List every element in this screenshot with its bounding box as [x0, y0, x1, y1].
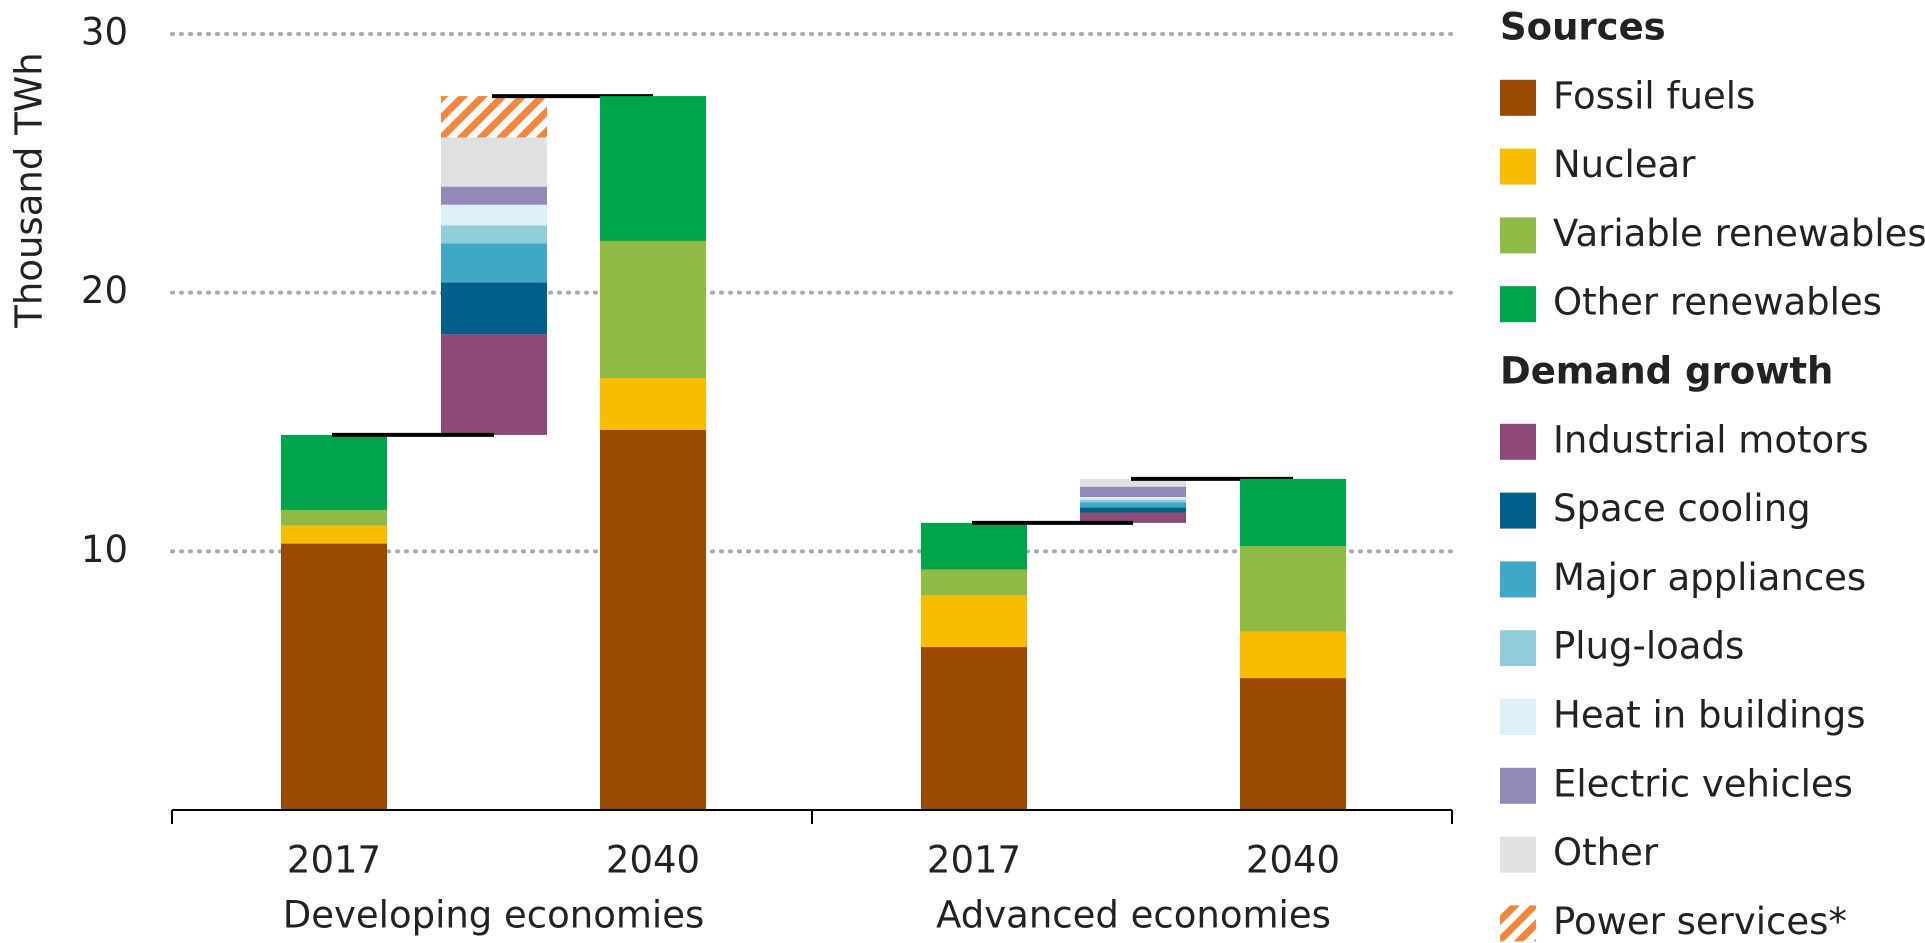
bar-segment [1240, 678, 1346, 810]
bar-segment [1080, 512, 1186, 523]
legend-label: Variable renewables [1553, 212, 1925, 255]
bar-segment [441, 186, 547, 205]
bar-segment [441, 282, 547, 335]
legend-swatch [1500, 561, 1536, 598]
legend-title: Demand growth [1500, 350, 1833, 393]
x-tick-label: 2017 [287, 839, 381, 882]
bar-segment [441, 204, 547, 226]
bar-segment [441, 334, 547, 435]
bar-segment [921, 569, 1027, 596]
bar-segment [281, 543, 387, 810]
legend-swatch [1500, 148, 1536, 185]
legend-swatch [1500, 79, 1536, 116]
bar-segment [1240, 546, 1346, 632]
bar-segment [1240, 631, 1346, 679]
legend-label: Industrial motors [1553, 418, 1869, 461]
legend-swatch [1500, 217, 1536, 254]
bar-segment [600, 429, 706, 810]
legend-swatch [1500, 836, 1536, 873]
legend-label: Other renewables [1553, 281, 1882, 324]
bar-segment [600, 378, 706, 430]
y-axis-label: Thousand TWh [8, 52, 51, 328]
legend-label: Nuclear [1553, 143, 1696, 186]
legend-swatch [1500, 630, 1536, 667]
bar-segment [921, 595, 1027, 648]
legend-swatch [1500, 905, 1536, 942]
bar-segment [1080, 507, 1186, 513]
legend-swatch [1500, 286, 1536, 323]
bar-segment [921, 647, 1027, 810]
bar-segment [441, 96, 547, 138]
legend-swatch [1500, 767, 1536, 804]
legend-swatch [1500, 492, 1536, 529]
bar-segment [1080, 499, 1186, 503]
legend-label: Plug-loads [1553, 625, 1744, 668]
y-tick-label: 10 [81, 528, 128, 571]
legend-swatch [1500, 699, 1536, 735]
bar-segment [281, 509, 387, 526]
legend-label: Power services* [1553, 900, 1847, 943]
y-tick-label: 30 [81, 11, 128, 54]
legend-title: Sources [1500, 6, 1666, 49]
bar-segment [1080, 478, 1186, 487]
bar-segment [1240, 478, 1346, 547]
bar-segment [441, 225, 547, 244]
x-tick-label: 2040 [606, 839, 700, 882]
legend-label: Space cooling [1553, 487, 1811, 530]
bar-segment [1080, 497, 1186, 500]
bar-segment [441, 243, 547, 283]
legend-label: Other [1553, 831, 1659, 874]
group-label: Developing economies [283, 894, 705, 937]
bar-segment [600, 240, 706, 379]
legend-label: Major appliances [1553, 556, 1866, 599]
bar-segment [281, 434, 387, 510]
bar-segment [441, 137, 547, 187]
bar-segment [1080, 502, 1186, 508]
bar-segment [1080, 486, 1186, 498]
bar-segment [921, 522, 1027, 570]
legend-label: Electric vehicles [1553, 762, 1853, 805]
bar-segment [281, 525, 387, 544]
group-label: Advanced economies [936, 894, 1331, 937]
legend-swatch [1500, 423, 1536, 460]
legend-label: Fossil fuels [1553, 74, 1755, 117]
legend-label: Heat in buildings [1553, 694, 1866, 737]
y-tick-label: 20 [81, 269, 128, 312]
x-tick-label: 2040 [1246, 839, 1340, 882]
x-tick-label: 2017 [927, 839, 1021, 882]
bar-segment [600, 96, 706, 241]
